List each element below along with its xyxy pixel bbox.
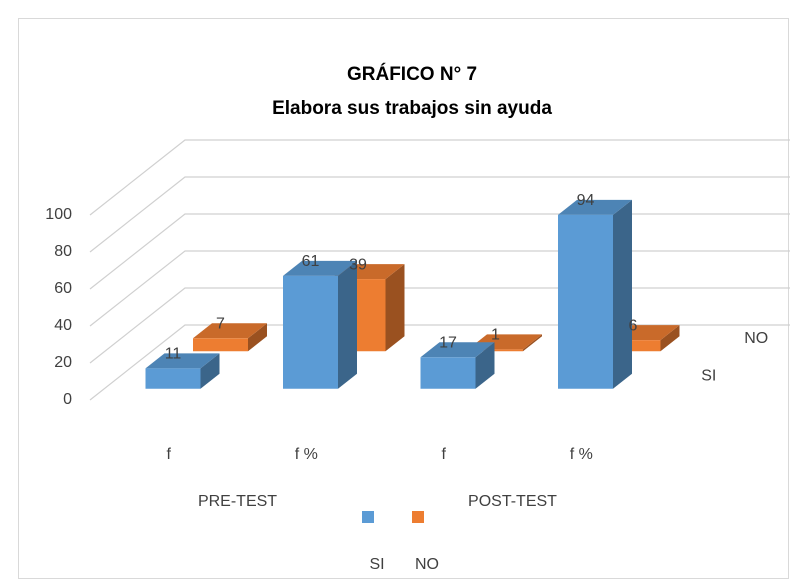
value-label: 17: [439, 335, 457, 352]
x-tick-label: f %: [295, 446, 318, 463]
y-tick-label: 100: [45, 206, 72, 223]
bar-top: [193, 323, 267, 339]
x-tick-label: f %: [570, 446, 593, 463]
bar-top: [145, 353, 220, 369]
value-label: 7: [216, 316, 225, 333]
value-label: 11: [165, 346, 182, 363]
bar-side: [475, 342, 495, 389]
x-tick-label: f: [442, 446, 447, 463]
group-label: POST-TEST: [468, 493, 557, 510]
bar-side: [200, 353, 220, 389]
bar-top: [283, 260, 357, 276]
bar-side: [613, 199, 632, 389]
bar: [145, 353, 220, 389]
y-tick-label: 20: [54, 354, 72, 371]
bar-front: [420, 357, 476, 389]
bar: [420, 342, 495, 389]
y-tick-label: 40: [54, 317, 72, 334]
y-tick-label: 80: [54, 243, 72, 260]
value-label: 1: [491, 327, 500, 344]
bar-side: [385, 264, 405, 352]
bar-front: [283, 275, 338, 389]
chart-title: GRÁFICO N° 7: [347, 63, 477, 85]
y-tick-label: 60: [54, 280, 72, 297]
grid-line: [89, 139, 790, 216]
bar-front: [468, 349, 523, 352]
legend-swatch: [412, 511, 424, 523]
bar-front: [558, 214, 613, 389]
value-label: 94: [577, 192, 595, 209]
depth-label: NO: [744, 330, 768, 347]
bar-side: [338, 260, 357, 389]
bar-front: [605, 340, 661, 352]
value-label: 61: [302, 253, 320, 270]
bar-top: [420, 342, 495, 358]
value-label: 6: [629, 317, 638, 334]
x-tick-label: f: [167, 446, 172, 463]
bar: [283, 260, 357, 389]
bar-front: [145, 368, 201, 389]
bar-top: [558, 199, 632, 215]
value-label: 39: [349, 256, 367, 273]
bar: [193, 323, 267, 352]
y-tick-label: 0: [63, 391, 72, 408]
grid-line: [89, 176, 790, 253]
bar: [558, 199, 632, 389]
bar-front: [193, 338, 248, 352]
depth-label: SI: [701, 367, 716, 384]
legend-label: SI: [369, 556, 384, 573]
legend-label: NO: [415, 556, 439, 573]
legend-swatch: [362, 511, 374, 523]
group-label: PRE-TEST: [198, 493, 277, 510]
chart-subtitle: Elabora sus trabajos sin ayuda: [272, 98, 552, 119]
bar-side: [248, 323, 267, 352]
bar-side: [660, 325, 680, 352]
bar-side: [523, 334, 542, 352]
